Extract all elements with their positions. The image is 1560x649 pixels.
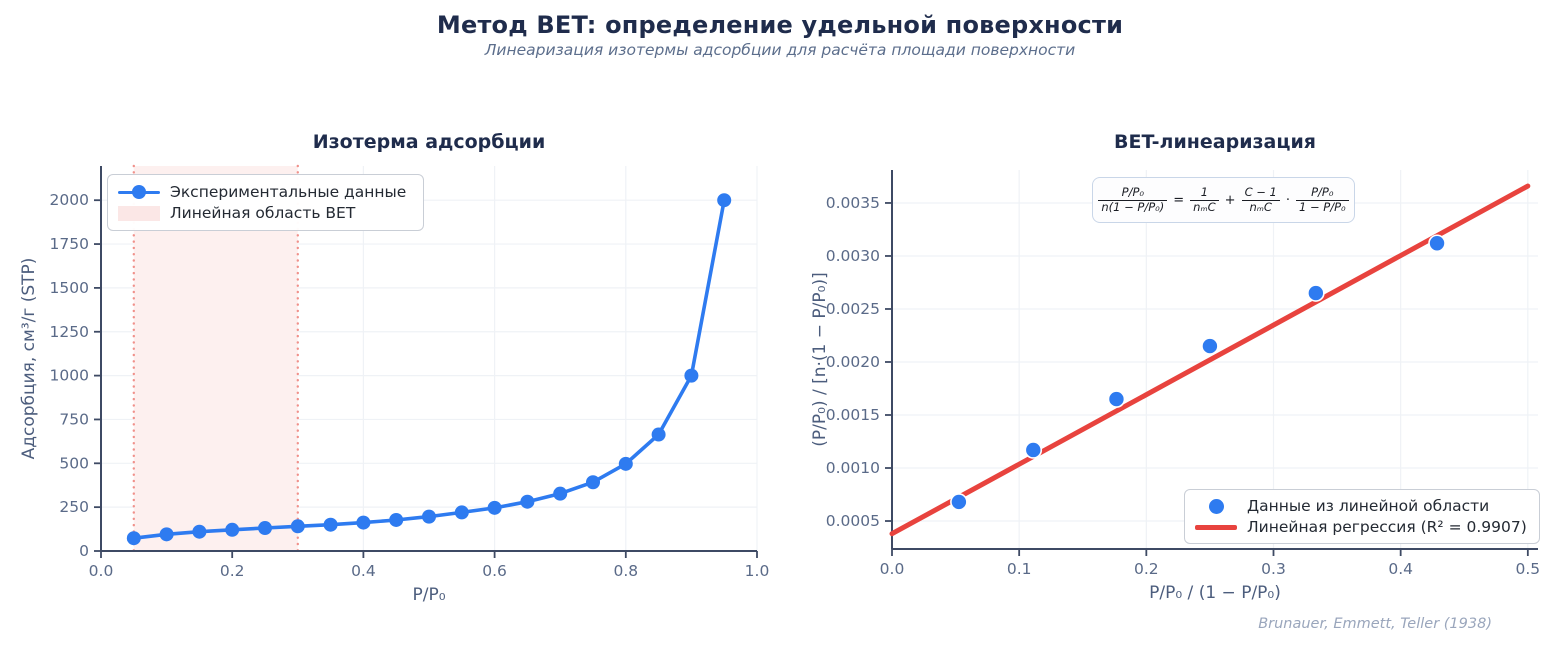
x-tick-label: 0.6 [482, 562, 507, 580]
y-tick-label: 0.0025 [826, 300, 880, 318]
y-tick-label: 2000 [50, 191, 89, 209]
y-tick-label: 0.0015 [826, 406, 880, 424]
chart1-legend: Экспериментальные данные Линейная област… [107, 174, 424, 231]
y-tick-label: 0.0020 [826, 353, 880, 371]
isotherm-data-point [290, 519, 305, 534]
page-subtitle: Линеаризация изотермы адсорбции для расч… [484, 41, 1076, 59]
legend-entry-experimental: Экспериментальные данные [118, 183, 411, 201]
y-tick-label: 500 [59, 454, 89, 472]
x-tick-label: 0.3 [1261, 560, 1286, 578]
legend-entry-bet-region: Линейная область BET [118, 204, 411, 222]
y-tick-label: 1000 [50, 367, 89, 385]
citation: Brunauer, Emmett, Teller (1938) [1258, 616, 1492, 632]
formula-numerator: 1 [1190, 186, 1219, 201]
line-marker-swatch-icon [118, 185, 160, 199]
linearization-data-point [950, 493, 968, 511]
chart2-title: BET-линеаризация [1114, 131, 1316, 153]
y-tick-label: 0.0010 [826, 459, 880, 477]
linearization-data-point [1201, 337, 1219, 355]
x-axis-label: P/P₀ / (1 − P/P₀) [1149, 583, 1281, 603]
x-tick-label: 0.5 [1515, 560, 1540, 578]
formula-numerator: P/P₀ [1296, 186, 1349, 201]
isotherm-data-point [618, 456, 633, 471]
legend-entry-regression: Линейная регрессия (R² = 0.9907) [1195, 518, 1527, 536]
scatter-dot-swatch-icon [1195, 498, 1237, 514]
bet-equation-annotation: P/P₀ n(1 − P/P₀) = 1 nₘC + C − 1 nₘC · P… [1092, 177, 1355, 223]
isotherm-data-point [126, 531, 141, 546]
plus-sign: + [1224, 192, 1236, 208]
isotherm-data-point [553, 486, 568, 501]
isotherm-data-point [717, 193, 732, 208]
formula-fraction: C − 1 nₘC [1241, 186, 1280, 214]
y-axis-label: Адсорбция, см³/г (STP) [19, 258, 39, 460]
x-tick-label: 0.0 [880, 560, 905, 578]
formula-fraction: 1 nₘC [1190, 186, 1219, 214]
legend-entry-linear-data: Данные из линейной области [1195, 497, 1527, 515]
y-tick-label: 750 [59, 410, 89, 428]
linearization-data-point [1024, 441, 1043, 459]
dot-sign: · [1285, 192, 1290, 208]
formula-fraction: P/P₀ 1 − P/P₀ [1296, 186, 1349, 213]
x-tick-label: 0.0 [89, 562, 114, 580]
y-tick-label: 1250 [50, 323, 89, 341]
x-tick-label: 0.2 [220, 562, 245, 580]
formula-denominator: 1 − P/P₀ [1299, 199, 1346, 214]
y-tick-label: 250 [59, 498, 89, 516]
formula-denominator: n(1 − P/P₀) [1101, 199, 1165, 214]
legend-label: Линейная область BET [170, 204, 356, 222]
isotherm-data-point [454, 505, 469, 520]
x-tick-label: 0.1 [1007, 560, 1032, 578]
isotherm-data-point [258, 521, 272, 536]
formula-denominator: nₘC [1249, 199, 1272, 214]
isotherm-data-point [389, 512, 404, 527]
formula-fraction: P/P₀ n(1 − P/P₀) [1098, 186, 1168, 214]
region-patch-swatch-icon [118, 205, 160, 221]
isotherm-data-point [520, 494, 535, 509]
isotherm-data-point [356, 515, 371, 530]
y-axis-label: (P/P₀) / [n·(1 − P/P₀)] [810, 272, 830, 446]
linearization-data-point [1107, 390, 1126, 408]
isotherm-data-point [651, 427, 666, 442]
formula-numerator: P/P₀ [1098, 186, 1168, 201]
x-tick-label: 0.8 [613, 562, 638, 580]
x-tick-label: 1.0 [745, 562, 770, 580]
isotherm-data-point [487, 500, 502, 515]
isotherm-data-point [323, 517, 338, 532]
y-tick-label: 0.0030 [826, 247, 880, 265]
regression-line [889, 183, 1531, 537]
formula-numerator: C − 1 [1241, 186, 1280, 201]
y-tick-label: 0 [79, 542, 89, 560]
page-title: Метод BET: определение удельной поверхно… [436, 11, 1124, 39]
legend-label: Данные из линейной области [1247, 497, 1490, 515]
legend-label: Экспериментальные данные [170, 183, 407, 201]
isotherm-data-point [586, 475, 600, 490]
y-tick-label: 1500 [50, 279, 89, 297]
y-tick-label: 0.0035 [826, 194, 880, 212]
chart2-legend: Данные из линейной области Линейная регр… [1184, 489, 1540, 544]
equals-sign: = [1173, 192, 1185, 208]
isotherm-data-point [225, 522, 240, 537]
formula-denominator: nₘC [1193, 199, 1216, 214]
isotherm-data-point [192, 524, 207, 539]
legend-label: Линейная регрессия (R² = 0.9907) [1247, 518, 1527, 536]
linearization-data-point [1307, 284, 1325, 302]
x-axis-label: P/P₀ [412, 585, 445, 605]
linearization-data-point [1428, 234, 1446, 253]
y-tick-label: 0.0005 [826, 512, 880, 530]
regression-line-swatch-icon [1195, 524, 1237, 530]
x-tick-label: 0.4 [351, 562, 376, 580]
isotherm-data-point [159, 527, 174, 542]
x-tick-label: 0.2 [1134, 560, 1159, 578]
x-tick-label: 0.4 [1388, 560, 1413, 578]
isotherm-data-point [684, 368, 699, 383]
isotherm-data-point [422, 509, 436, 524]
chart1-title: Изотерма адсорбции [312, 131, 546, 153]
y-tick-label: 1750 [50, 235, 89, 253]
